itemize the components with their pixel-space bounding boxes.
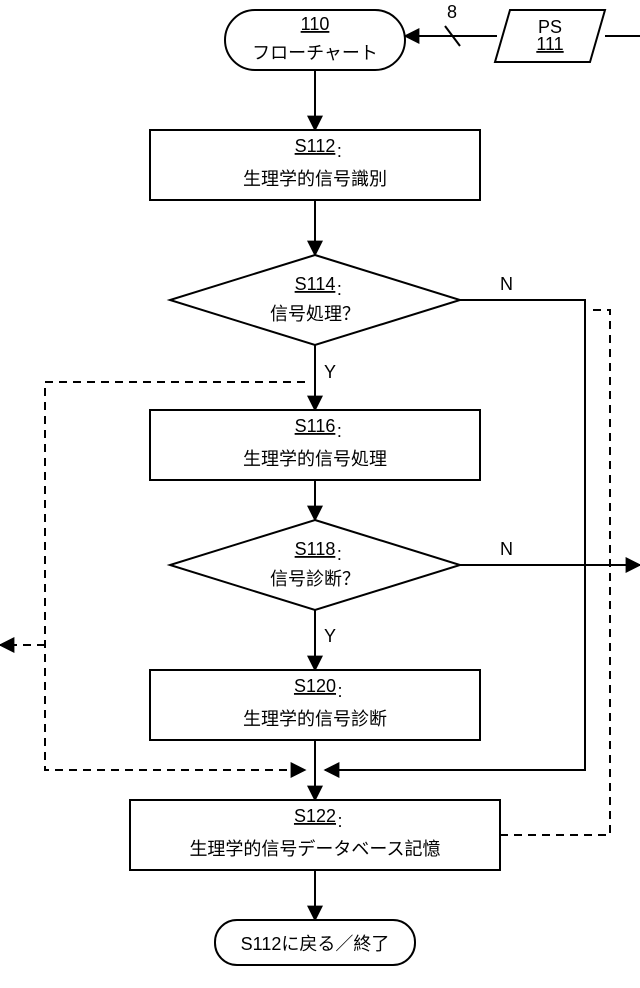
node-end: S112に戻る／終了: [215, 920, 415, 965]
s118-label: 信号診断？: [270, 569, 360, 589]
svg-text::: :: [337, 544, 342, 564]
s122-id: S122: [294, 806, 336, 826]
node-s116: S116 : 生理学的信号処理: [150, 410, 480, 480]
node-start: 110 フローチャート: [225, 10, 405, 70]
s114-label: 信号処理？: [270, 304, 360, 324]
node-s122: S122 : 生理学的信号データベース記憶: [130, 800, 500, 870]
svg-text::: :: [338, 681, 343, 701]
node-s112: S112 : 生理学的信号識別: [150, 130, 480, 200]
svg-text::: :: [337, 279, 342, 299]
svg-text::: :: [338, 811, 343, 831]
s114-no-label: N: [500, 274, 513, 294]
s112-id: S112: [295, 136, 336, 156]
node-s120: S120 : 生理学的信号診断: [150, 670, 480, 740]
s122-label: 生理学的信号データベース記憶: [189, 839, 440, 859]
end-label: S112に戻る／終了: [241, 934, 390, 954]
s120-id: S120: [294, 676, 336, 696]
s114-yes-label: Y: [324, 362, 336, 382]
node-s114: S114 : 信号処理？: [170, 255, 460, 345]
flowchart: PS 111 110 フローチャート 8 S112 : 生理学的信号識別 S11…: [0, 0, 640, 988]
node-s118: S118 : 信号診断？: [170, 520, 460, 610]
s114-id: S114: [295, 274, 336, 294]
s116-label: 生理学的信号処理: [243, 449, 387, 469]
s118-no-label: N: [500, 539, 513, 559]
s120-label: 生理学的信号診断: [243, 709, 387, 729]
ps-id: 111: [536, 34, 563, 54]
s112-label: 生理学的信号識別: [243, 169, 387, 189]
start-id: 110: [301, 14, 330, 34]
bus-label: 8: [447, 2, 457, 22]
start-label: フローチャート: [252, 43, 378, 63]
s116-id: S116: [295, 416, 336, 436]
svg-text::: :: [337, 141, 342, 161]
edge-dashed-right-loop: [500, 310, 610, 835]
node-ps: PS 111: [495, 10, 605, 62]
s118-id: S118: [295, 539, 336, 559]
s118-yes-label: Y: [324, 626, 336, 646]
svg-text::: :: [337, 421, 342, 441]
